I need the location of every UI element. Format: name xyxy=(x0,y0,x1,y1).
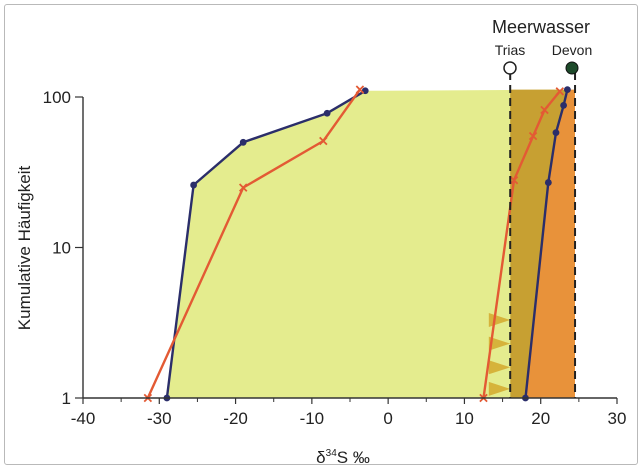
x-tick-label-20: 20 xyxy=(531,409,550,428)
series-2-point-4 xyxy=(355,85,365,94)
x-tick-label-30: 30 xyxy=(608,409,627,428)
series-4-point-2 xyxy=(509,175,519,185)
ochre-band xyxy=(510,89,568,398)
yellow-field xyxy=(166,89,572,398)
series-1-point-3 xyxy=(239,138,247,146)
x-axis-label: δ34S ‰ xyxy=(316,448,370,467)
series-4-point-3 xyxy=(528,131,538,141)
x-axis-label-rest: S ‰ xyxy=(337,448,370,467)
y-tick-label-10: 10 xyxy=(52,239,71,258)
x-tick-label-10: 10 xyxy=(455,409,474,428)
orange-band xyxy=(525,89,575,398)
x-axis-label-sup: 34 xyxy=(326,448,338,459)
triangle-marker-3 xyxy=(488,336,511,351)
series-2-point-3 xyxy=(319,136,328,146)
triangle-marker-2 xyxy=(488,360,511,375)
trias-label: Trias xyxy=(495,42,526,58)
x-tick-label--20: -20 xyxy=(223,409,248,428)
y-tick-label-1: 1 xyxy=(62,389,71,408)
x-tick-label--10: -10 xyxy=(300,409,325,428)
series-layer xyxy=(143,85,571,403)
triangle-marker-1 xyxy=(488,381,511,396)
series-3-point-3 xyxy=(552,129,560,137)
series-3-point-5 xyxy=(564,86,571,93)
trias-open-circle xyxy=(503,61,517,75)
y-axis-label: Kumulative Häufigkeit xyxy=(15,166,34,331)
x-tick-label--30: -30 xyxy=(147,409,172,428)
x-tick-label-0: 0 xyxy=(383,409,392,428)
series-4-point-4 xyxy=(540,105,549,115)
y-tick-label-100: 100 xyxy=(43,88,71,107)
x-axis-label-delta: δ xyxy=(316,448,325,467)
series-3-point-4 xyxy=(560,101,567,109)
series-4-point-5 xyxy=(555,87,565,96)
series-1-point-2 xyxy=(190,181,198,189)
x-tick-label--40: -40 xyxy=(71,409,96,428)
series-3-point-2 xyxy=(544,179,552,186)
devon-label: Devon xyxy=(552,42,592,58)
axes: -40 -30 -20 -10 0 10 20 30 1 10 100 xyxy=(43,88,627,428)
seawater-title: Meerwasser xyxy=(492,17,590,37)
shaded-regions xyxy=(166,89,575,398)
seawater-markers xyxy=(503,61,579,398)
series-2-point-2 xyxy=(238,183,248,192)
series-1-point-4 xyxy=(323,109,331,117)
devon-filled-circle xyxy=(565,61,579,75)
series-2-line xyxy=(146,88,361,399)
